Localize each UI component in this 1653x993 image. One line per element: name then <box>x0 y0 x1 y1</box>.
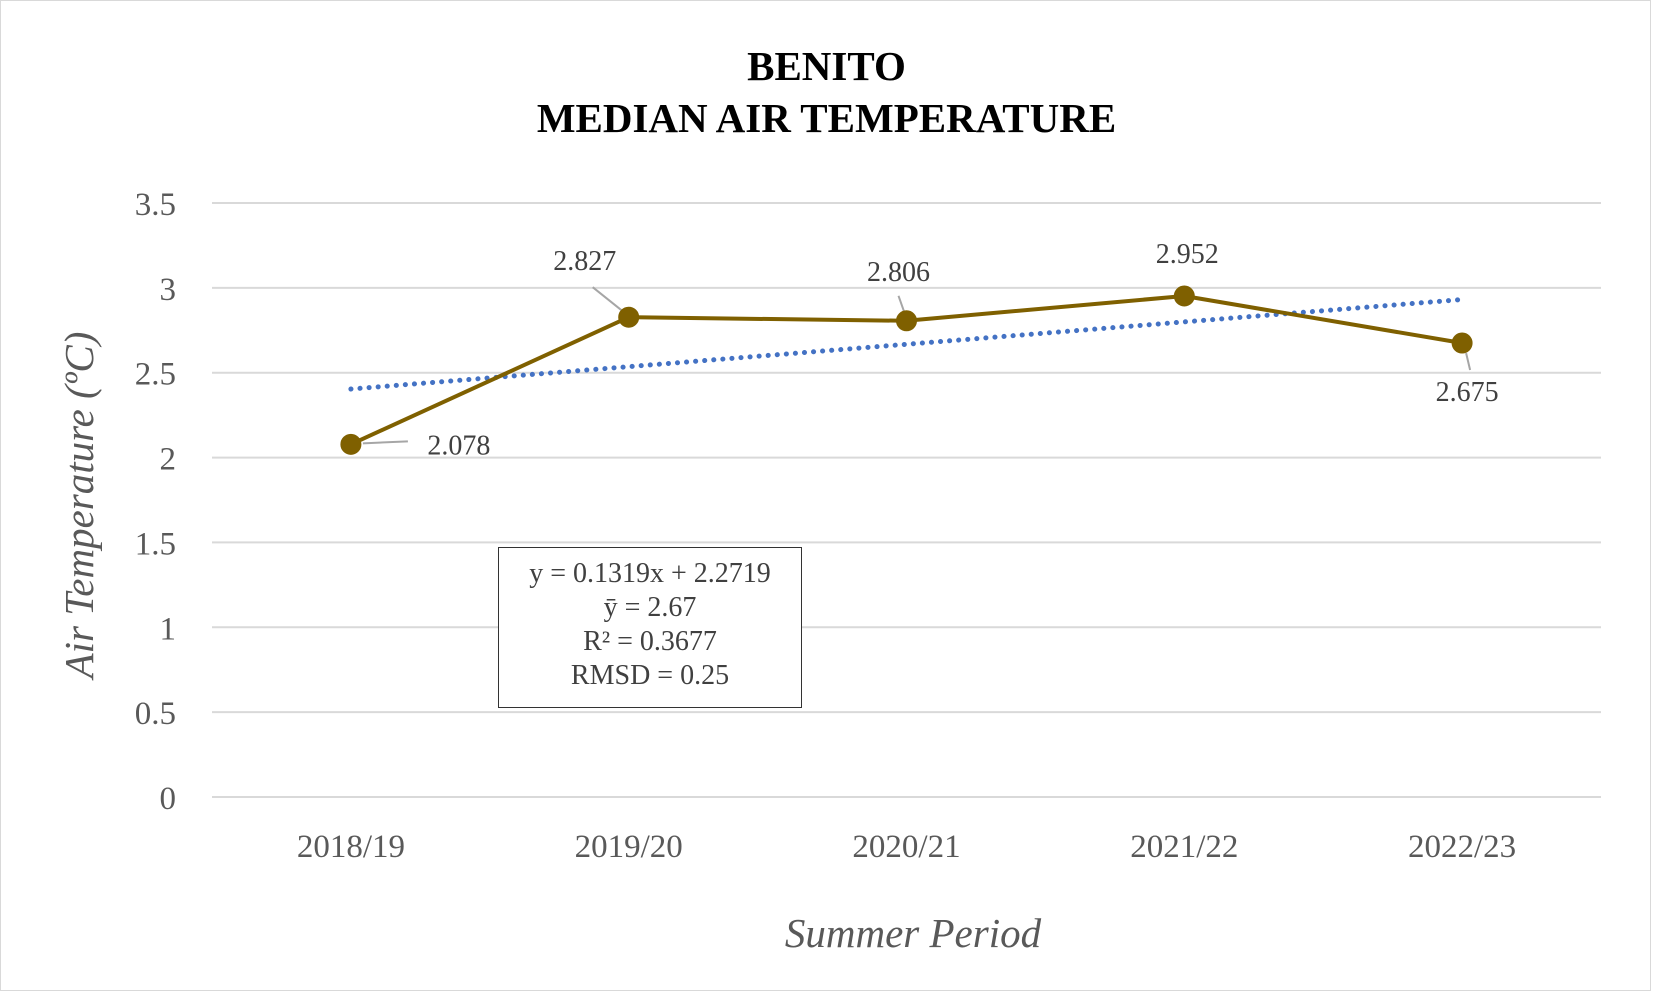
data-label: 2.675 <box>1436 377 1499 408</box>
r-squared: R² = 0.3677 <box>583 626 717 657</box>
x-tick-label: 2020/21 <box>852 829 960 865</box>
data-point <box>896 310 917 332</box>
y-tick-label: 3.5 <box>135 187 176 223</box>
data-label: 2.952 <box>1156 239 1219 270</box>
y-tick-label: 2.5 <box>135 357 176 393</box>
y-tick-label: 3 <box>160 272 177 308</box>
mean-value: ȳ = 2.67 <box>603 592 697 623</box>
data-label-leader <box>592 286 624 312</box>
chart-title: BENITO <box>747 43 906 89</box>
x-tick-label: 2021/22 <box>1130 829 1238 865</box>
data-label-leader <box>1465 352 1472 371</box>
rmsd-value: RMSD = 0.25 <box>570 660 730 691</box>
data-label: 2.806 <box>867 257 930 288</box>
regression-stats-box: y = 0.1319x + 2.2719 ȳ = 2.67 R² = 0.367… <box>498 547 802 708</box>
data-point <box>1451 332 1473 354</box>
y-tick-label: 1 <box>160 611 177 647</box>
x-tick-label: 2018/19 <box>297 829 405 865</box>
x-tick-label: 2022/23 <box>1408 829 1516 865</box>
y-axis-title: Air Temperature (ºC) <box>56 332 102 682</box>
data-label: 2.078 <box>427 430 490 461</box>
trendline <box>348 296 1465 392</box>
x-tick-label: 2019/20 <box>575 829 683 865</box>
data-point <box>618 306 640 328</box>
chart-subtitle: MEDIAN AIR TEMPERATURE <box>536 95 1117 141</box>
y-tick-label: 0 <box>160 781 177 817</box>
data-label: 2.827 <box>553 246 616 277</box>
regression-equation: y = 0.1319x + 2.2719 <box>529 558 771 589</box>
data-label-leader <box>897 295 906 314</box>
y-tick-label: 2 <box>160 442 177 478</box>
data-point <box>1173 285 1195 307</box>
x-axis-title: Summer Period <box>785 910 1042 956</box>
y-tick-label: 0.5 <box>135 696 176 732</box>
data-point <box>340 433 362 455</box>
y-tick-label: 1.5 <box>135 526 176 562</box>
data-label-leader <box>362 440 408 445</box>
